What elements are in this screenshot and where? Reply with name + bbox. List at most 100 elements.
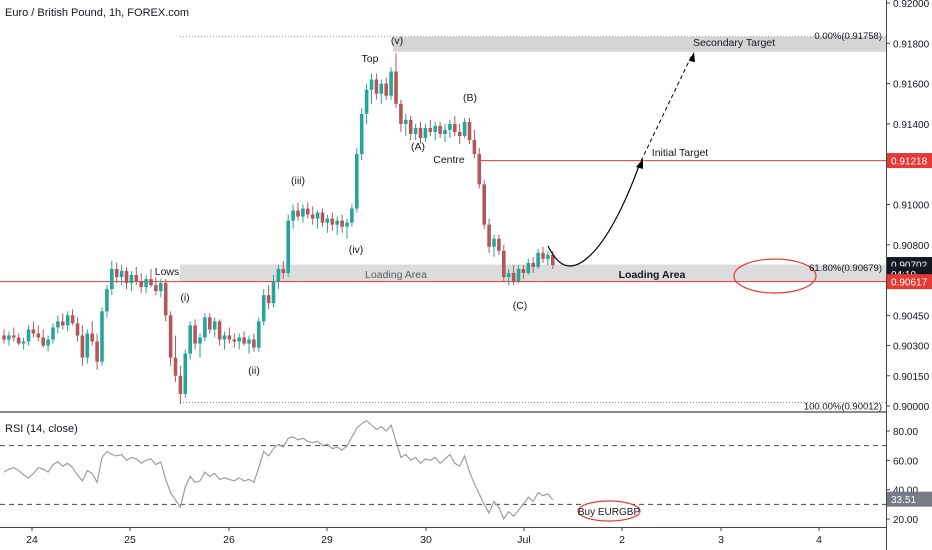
candle-body — [320, 212, 325, 223]
candle — [21, 337, 26, 350]
price-tick-label: 0.91400 — [893, 120, 930, 131]
candle — [70, 309, 75, 326]
time-tick-label: 3 — [718, 534, 724, 546]
rsi-tick-label: 40.00 — [893, 486, 918, 497]
candle — [325, 214, 330, 233]
candle-body — [7, 335, 11, 340]
wave-label: Top — [362, 53, 379, 65]
candle — [65, 311, 70, 332]
candle-body — [242, 337, 246, 344]
wave-label: Initial Target — [652, 147, 709, 159]
price-tick-label: 0.91800 — [893, 39, 930, 50]
candle — [159, 279, 163, 298]
candle-body — [521, 268, 526, 274]
candle — [7, 331, 11, 346]
candle — [394, 53, 398, 108]
candle — [384, 77, 388, 100]
price-axis[interactable]: 0.920000.918000.916000.914000.912000.910… — [886, 0, 932, 526]
candle-body — [85, 333, 90, 358]
fib-label-0: 0.00%(0.91758) — [814, 31, 882, 42]
wave-label: Loading Area — [365, 269, 427, 281]
candle-body — [139, 281, 143, 288]
candle-body — [487, 224, 491, 247]
candle — [438, 121, 442, 139]
candle-body — [16, 337, 21, 344]
candle-body — [423, 127, 428, 139]
buy-annotation-text: Buy EURGBP — [578, 507, 641, 518]
candle — [242, 331, 246, 346]
candle — [95, 333, 99, 370]
candle-body — [100, 311, 104, 362]
candle-body — [134, 275, 139, 282]
candle — [2, 329, 6, 344]
candle-body — [364, 89, 369, 114]
candle-body — [41, 337, 45, 346]
candle — [433, 121, 437, 141]
candle — [41, 329, 45, 348]
candle — [237, 333, 241, 350]
candle-body — [516, 268, 521, 282]
wave-label: (v) — [391, 35, 403, 47]
candle-body — [472, 140, 477, 155]
candle-body — [124, 270, 129, 284]
candle — [526, 258, 531, 276]
candle-body — [301, 208, 305, 217]
candle — [56, 315, 60, 334]
candle — [364, 83, 369, 124]
candle — [472, 129, 477, 159]
candle-body — [340, 220, 344, 227]
candle-body — [144, 279, 148, 288]
candle — [506, 268, 511, 286]
candle-body — [183, 353, 188, 394]
candle-body — [12, 335, 16, 338]
candle-body — [531, 262, 535, 267]
candle-body — [438, 125, 442, 134]
candle-body — [105, 289, 109, 312]
candle-body — [482, 184, 486, 225]
candle — [428, 119, 433, 136]
candle — [183, 349, 188, 398]
projection-dashed-arrowhead — [689, 52, 695, 62]
drawings: (v) Top (iii) (iv) (i) (ii) Lows (A) (B) Centre (C… — [155, 31, 882, 413]
price-tick-label: 0.91000 — [893, 201, 930, 212]
candle — [306, 202, 310, 219]
price-badge-label: 0.90617 — [891, 278, 928, 289]
rsi-series: Buy EURGBP — [0, 419, 886, 522]
candle — [232, 333, 237, 348]
candle-body — [65, 315, 70, 326]
candle — [315, 210, 320, 229]
candle-body — [26, 329, 31, 342]
candle-body — [546, 254, 550, 259]
candle-body — [90, 333, 94, 342]
rsi-tick-label: 60.00 — [893, 456, 918, 467]
candle — [423, 123, 428, 143]
time-tick-label: 4 — [816, 534, 822, 546]
candle-body — [467, 121, 472, 141]
candle-body — [168, 315, 173, 358]
rsi-tick-label: 20.00 — [893, 515, 918, 526]
price-tick-label: 0.90800 — [893, 241, 930, 252]
candle — [487, 218, 491, 253]
candle-body — [389, 71, 393, 96]
fib-label-100: 100.00%(0.90012) — [804, 402, 882, 413]
time-tick-label: 29 — [321, 534, 333, 546]
candle-body — [178, 375, 183, 394]
candle-body — [247, 339, 251, 344]
candle-body — [359, 113, 364, 155]
time-axis[interactable]: 24 25 26 29 30 Jul 2 3 4 — [26, 527, 822, 546]
candle-body — [536, 252, 540, 267]
candle-body — [448, 123, 452, 130]
candle-body — [56, 321, 60, 328]
candle-body — [296, 210, 300, 217]
candle — [457, 123, 462, 145]
candle-body — [159, 283, 163, 292]
candle-body — [266, 295, 271, 304]
candle — [129, 270, 134, 292]
candle — [26, 325, 31, 346]
candle — [257, 317, 261, 352]
candle — [266, 285, 271, 310]
candle-body — [399, 103, 403, 124]
candle — [413, 123, 418, 141]
candle — [139, 273, 143, 294]
price-tick-label: 0.90300 — [893, 342, 930, 353]
